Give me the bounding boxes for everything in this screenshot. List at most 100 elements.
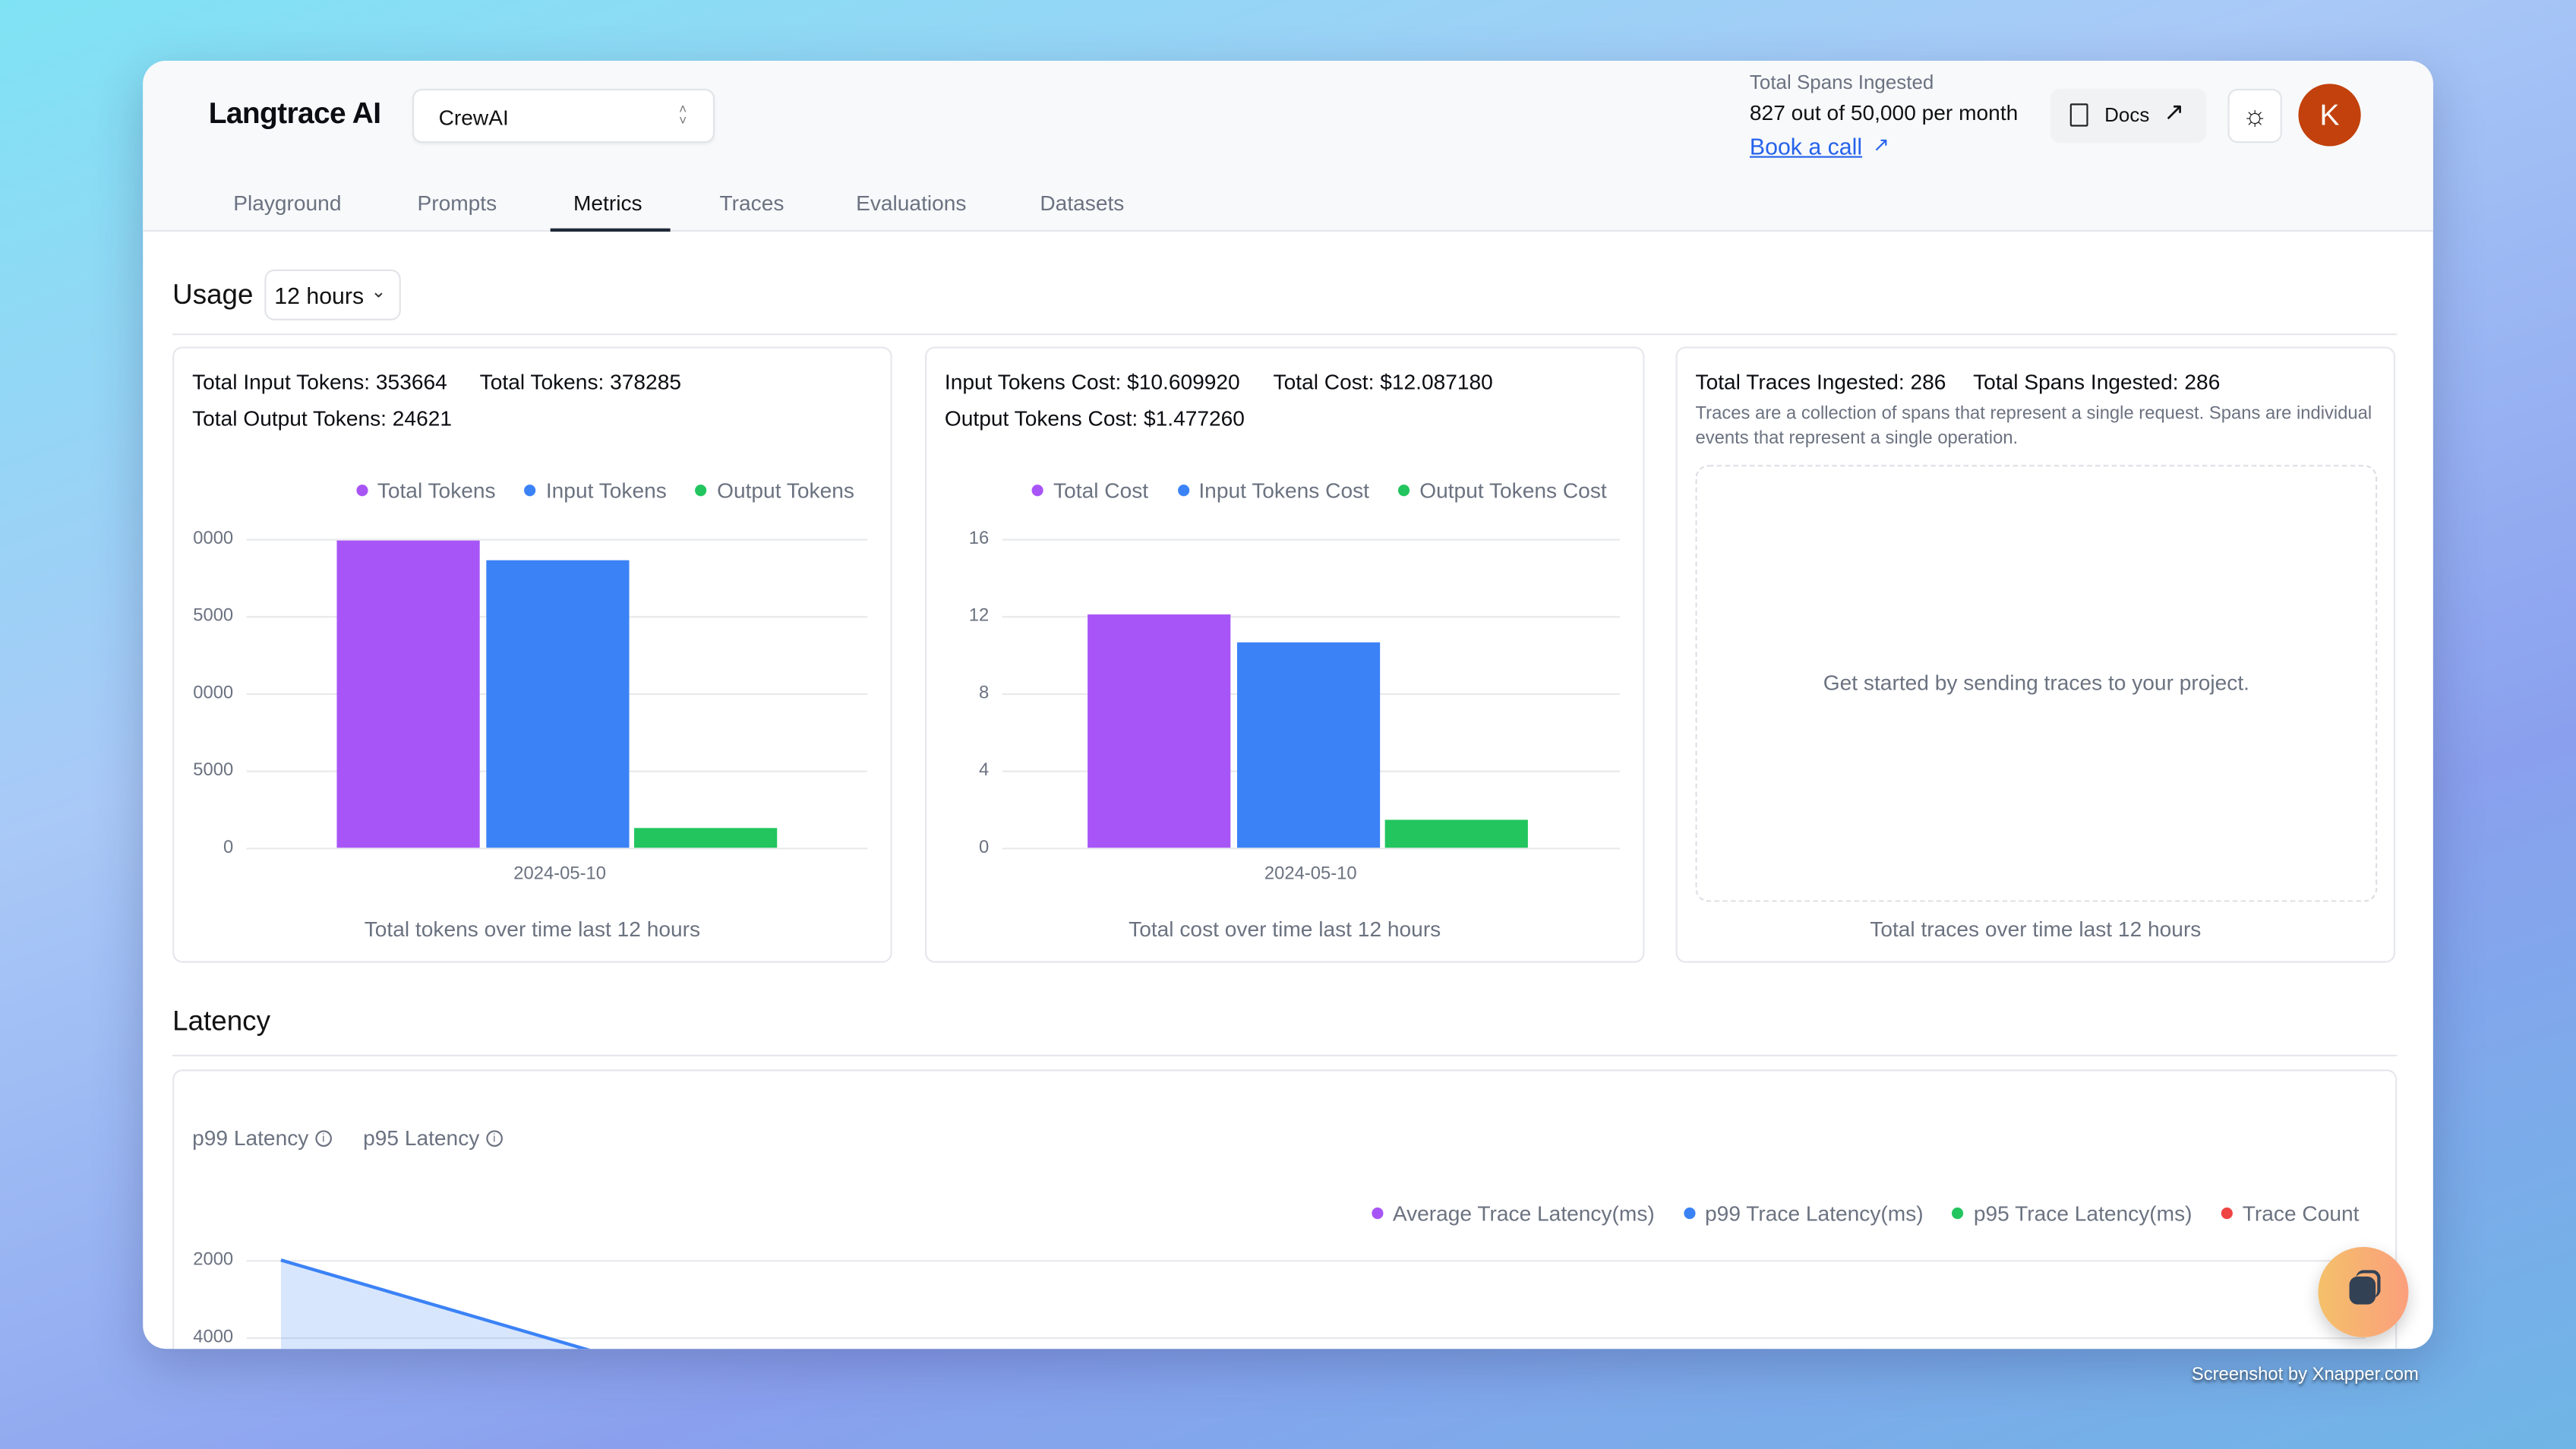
- legend-label: Average Trace Latency(ms): [1392, 1201, 1655, 1226]
- grid-line: [246, 1260, 2366, 1262]
- cost-bar-chart: 0 4 8 12 16 2024-05-10: [927, 529, 1646, 909]
- total-spans-ingested: Total Spans Ingested: 286: [1973, 369, 2221, 395]
- tab-p99-latency[interactable]: p99 Latency i: [192, 1125, 332, 1150]
- docs-button[interactable]: Docs ↗: [2050, 88, 2207, 144]
- time-range-select[interactable]: 12 hours ⌄: [264, 269, 401, 320]
- y-tick-label: 16: [968, 529, 990, 549]
- legend-dot: [2221, 1208, 2233, 1220]
- y-tick-label: 4000: [193, 1327, 234, 1347]
- tab-p95-latency[interactable]: p95 Latency i: [363, 1125, 503, 1150]
- legend-item: Input Tokens Cost: [1177, 478, 1369, 503]
- arrow-up-right-icon: ↗: [1873, 133, 1889, 156]
- usage-title: Usage: [172, 279, 254, 311]
- y-tick-label: 4: [979, 760, 990, 781]
- grid-line: [1002, 538, 1621, 541]
- chat-widget-button[interactable]: [2318, 1246, 2409, 1337]
- info-icon: i: [485, 1130, 503, 1147]
- legend-dot: [1177, 485, 1189, 497]
- arrow-up-right-icon: ↗: [2164, 98, 2185, 127]
- total-cost: Total Cost: $12.087180: [1273, 369, 1493, 395]
- bar-output-tokens[interactable]: [634, 827, 778, 848]
- output-tokens-cost: Output Tokens Cost: $1.477260: [944, 406, 1245, 431]
- chart-legend: Average Trace Latency(ms) p99 Trace Late…: [1348, 1201, 2360, 1226]
- latency-card: p99 Latency i p95 Latency i Average Trace …: [172, 1069, 2398, 1350]
- chevron-up-down-icon: ˄ ˅: [679, 102, 687, 128]
- legend-label: Total Cost: [1053, 478, 1149, 503]
- legend-label: p99 Trace Latency(ms): [1705, 1201, 1924, 1226]
- total-input-tokens: Total Input Tokens: 353664: [192, 369, 447, 395]
- x-tick-label: 2024-05-10: [513, 863, 607, 884]
- y-tick-label: 8: [979, 683, 990, 703]
- total-traces-ingested: Total Traces Ingested: 286: [1695, 369, 1946, 395]
- book-call-link[interactable]: Book a call: [1749, 133, 1863, 159]
- legend-item: Trace Count: [2221, 1201, 2360, 1226]
- legend-dot: [355, 485, 368, 497]
- empty-message: Get started by sending traces to your pr…: [1823, 670, 2249, 696]
- legend-dot: [1952, 1208, 1964, 1220]
- legend-label: Input Tokens Cost: [1198, 478, 1369, 503]
- info-icon: i: [315, 1130, 332, 1147]
- tab-metrics[interactable]: Metrics: [573, 190, 642, 216]
- empty-chart-area: Get started by sending traces to your pr…: [1695, 465, 2378, 902]
- chart-caption: Total tokens over time last 12 hours: [364, 917, 701, 942]
- spans-ingested-label: Total Spans Ingested: [1749, 71, 1934, 94]
- legend-dot: [695, 485, 708, 497]
- watermark: Screenshot by Xnapper.com: [2191, 1365, 2419, 1385]
- project-select-value: CrewAI: [438, 105, 509, 130]
- latency-area-chart: [280, 1258, 591, 1350]
- grid-line: [246, 1337, 2366, 1340]
- legend-item: Output Tokens: [695, 478, 854, 503]
- y-tick-label: 95000: [192, 760, 234, 781]
- bar-total-tokens[interactable]: [336, 540, 480, 848]
- chat-bubble-icon: [2356, 1270, 2381, 1299]
- y-tick-label: 190000: [192, 683, 234, 703]
- grid-line: [1002, 848, 1621, 850]
- legend-item: Input Tokens: [524, 478, 667, 503]
- top-header: Langtrace AI CrewAI ˄ ˅ Total Spans Inges…: [143, 61, 2433, 232]
- tab-evaluations[interactable]: Evaluations: [856, 190, 967, 216]
- legend-label: Output Tokens: [717, 478, 854, 503]
- theme-toggle-button[interactable]: ☼: [2227, 88, 2282, 144]
- y-tick-label: 2000: [193, 1250, 234, 1271]
- tokens-bar-chart: 0 95000 190000 285000 380000 2024-05-10: [174, 529, 894, 909]
- legend-label: Total Tokens: [377, 478, 496, 503]
- chart-legend: Total Cost Input Tokens Cost Output Toke…: [1009, 478, 1607, 503]
- document-icon: [2069, 103, 2088, 127]
- total-tokens: Total Tokens: 378285: [479, 369, 681, 395]
- active-tab-indicator: [550, 228, 671, 232]
- legend-dot: [1683, 1208, 1696, 1220]
- divider: [172, 1054, 2398, 1057]
- tab-traces[interactable]: Traces: [719, 190, 784, 216]
- chart-legend: Total Tokens Input Tokens Output Tokens: [333, 478, 854, 503]
- legend-dot: [524, 485, 536, 497]
- legend-label: Input Tokens: [545, 478, 667, 503]
- docs-label: Docs: [2104, 103, 2150, 127]
- time-range-value: 12 hours: [274, 283, 365, 309]
- chart-caption: Total traces over time last 12 hours: [1870, 917, 2202, 942]
- bar-input-tokens-cost[interactable]: [1236, 642, 1380, 848]
- tab-label: p99 Latency: [192, 1125, 309, 1151]
- y-tick-label: 0: [979, 838, 990, 858]
- chart-caption: Total cost over time last 12 hours: [1129, 917, 1441, 942]
- y-tick-label: 12: [968, 606, 990, 627]
- p99-latency-line: [280, 1258, 591, 1350]
- y-tick-label: 0: [223, 838, 234, 858]
- bar-output-tokens-cost[interactable]: [1384, 819, 1528, 848]
- tab-prompts[interactable]: Prompts: [417, 190, 497, 216]
- legend-item: p95 Trace Latency(ms): [1952, 1201, 2192, 1226]
- tab-playground[interactable]: Playground: [233, 190, 342, 216]
- legend-dot: [1371, 1208, 1383, 1220]
- tab-datasets[interactable]: Datasets: [1040, 190, 1125, 216]
- bar-input-tokens[interactable]: [485, 560, 629, 848]
- project-select[interactable]: CrewAI ˄ ˅: [412, 88, 715, 144]
- brand-logo: Langtrace AI: [208, 96, 381, 130]
- avatar[interactable]: K: [2298, 84, 2361, 147]
- grid-line: [1002, 616, 1621, 618]
- grid-line: [246, 538, 868, 541]
- total-output-tokens: Total Output Tokens: 24621: [192, 406, 453, 431]
- legend-dot: [1398, 485, 1410, 497]
- y-tick-label: 380000: [192, 529, 234, 549]
- input-tokens-cost: Input Tokens Cost: $10.609920: [944, 369, 1240, 395]
- bar-total-cost[interactable]: [1088, 614, 1231, 848]
